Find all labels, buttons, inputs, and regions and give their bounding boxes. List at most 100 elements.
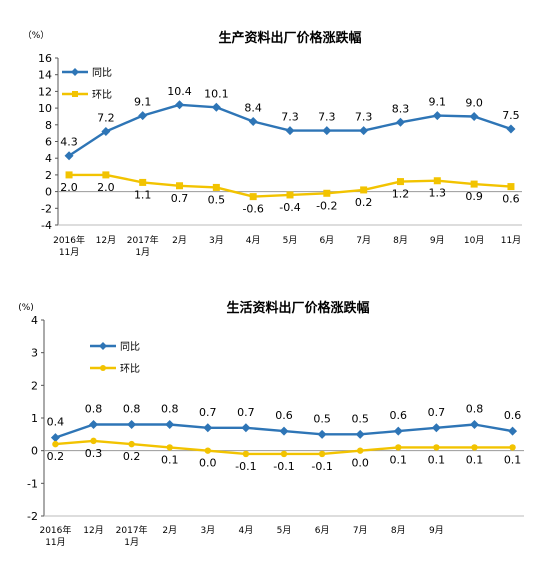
data-point-marker (393, 426, 403, 436)
data-point-marker (138, 111, 148, 121)
data-label: 0.1 (504, 453, 522, 466)
x-tick-label: 11月 (501, 235, 521, 246)
y-tick-label: 4 (45, 152, 52, 165)
x-tick-label: 9月 (430, 235, 445, 246)
chart-title: 生产资料出厂价格涨跌幅 (218, 30, 361, 46)
data-point-marker (139, 178, 147, 186)
x-tick-label: 12月 (96, 235, 116, 246)
x-tick-label: 2016年 (39, 524, 71, 536)
data-point-marker (203, 423, 213, 433)
x-tick-label: 3月 (200, 525, 215, 536)
legend-marker (72, 91, 78, 97)
data-point-marker (317, 429, 327, 439)
data-point-marker (322, 126, 332, 136)
data-point-marker (175, 100, 185, 110)
x-tick-label: 1月 (135, 247, 150, 258)
data-label: 1.1 (134, 188, 152, 201)
data-label: 9.0 (465, 96, 483, 109)
data-label: 2.0 (60, 181, 78, 194)
data-label: 0.9 (465, 190, 483, 203)
legend-marker (71, 68, 79, 76)
data-point-marker (470, 180, 478, 188)
y-axis-unit: （%） (23, 30, 50, 41)
x-tick-label: 5月 (283, 235, 298, 246)
y-tick-label: -4 (41, 219, 52, 232)
legend-label: 同比 (120, 341, 140, 353)
y-tick-label: 0 (45, 186, 52, 199)
legend-label: 同比 (92, 67, 112, 79)
y-tick-label: 6 (45, 136, 52, 149)
x-tick-label: 6月 (319, 235, 334, 246)
data-point-marker (318, 450, 326, 458)
data-point-marker (165, 420, 175, 430)
data-label: 0.6 (504, 409, 522, 422)
x-tick-label: 9月 (429, 525, 444, 536)
data-label: 0.4 (47, 416, 65, 429)
data-point-marker (212, 183, 220, 191)
data-point-marker (360, 186, 368, 194)
data-label: 0.1 (428, 453, 446, 466)
data-point-marker (248, 116, 258, 126)
data-point-marker (359, 126, 369, 136)
data-point-marker (355, 429, 365, 439)
data-label: 0.1 (390, 453, 408, 466)
data-label: 0.2 (123, 450, 141, 463)
data-point-marker (101, 126, 111, 136)
data-label: 7.2 (97, 111, 115, 124)
x-tick-label: 2017年 (116, 524, 148, 536)
data-label: 8.3 (392, 102, 410, 115)
data-point-marker (90, 437, 97, 445)
data-point-marker (432, 111, 442, 121)
data-label: 0.3 (85, 447, 103, 460)
data-point-marker (128, 440, 135, 448)
data-point-marker (102, 171, 110, 179)
data-point-marker (242, 450, 250, 458)
data-point-marker (356, 447, 364, 454)
y-tick-label: 2 (31, 379, 38, 392)
data-label: 0.0 (351, 457, 369, 470)
data-label: 1.3 (429, 187, 447, 200)
data-point-marker (127, 420, 137, 430)
y-tick-label: -2 (27, 510, 38, 523)
x-tick-label: 1月 (124, 537, 139, 548)
data-point-marker (241, 423, 251, 433)
data-label: 0.2 (355, 196, 373, 209)
data-label: -0.2 (316, 199, 337, 212)
x-tick-label: 7月 (356, 235, 371, 246)
data-label: 0.1 (466, 453, 484, 466)
data-label: 0.7 (428, 406, 446, 419)
data-label: 4.3 (60, 136, 78, 149)
data-point-marker (204, 447, 212, 454)
data-point-marker (285, 126, 295, 136)
data-point-marker (506, 124, 516, 134)
data-point-marker (507, 183, 515, 191)
x-tick-label: 8月 (391, 525, 406, 536)
y-tick-label: 10 (38, 102, 52, 115)
data-label: -0.6 (242, 203, 263, 216)
y-tick-label: 8 (45, 119, 52, 132)
x-tick-label: 12月 (83, 525, 103, 536)
data-label: 9.1 (134, 96, 152, 109)
data-label: 0.6 (275, 409, 293, 422)
legend-marker (99, 342, 107, 350)
y-tick-label: 0 (31, 445, 38, 458)
data-label: 0.8 (123, 403, 141, 416)
data-point-marker (176, 182, 184, 190)
x-tick-label: 6月 (315, 525, 330, 536)
x-tick-label: 2月 (162, 525, 177, 536)
legend-label: 环比 (92, 89, 112, 101)
data-point-marker (469, 111, 479, 121)
data-label: 0.5 (313, 412, 331, 425)
data-label: 10.4 (167, 85, 192, 98)
data-point-marker (431, 423, 441, 433)
data-point-marker (471, 444, 478, 451)
x-tick-label: 2017年 (127, 234, 159, 246)
data-label: 0.7 (199, 406, 217, 419)
data-label: -0.1 (235, 460, 256, 473)
data-label: 0.5 (351, 412, 369, 425)
data-point-marker (64, 151, 74, 161)
data-label: 7.3 (281, 111, 299, 124)
y-tick-label: 16 (38, 52, 52, 65)
y-tick-label: -2 (41, 202, 52, 215)
data-point-marker (211, 102, 221, 112)
